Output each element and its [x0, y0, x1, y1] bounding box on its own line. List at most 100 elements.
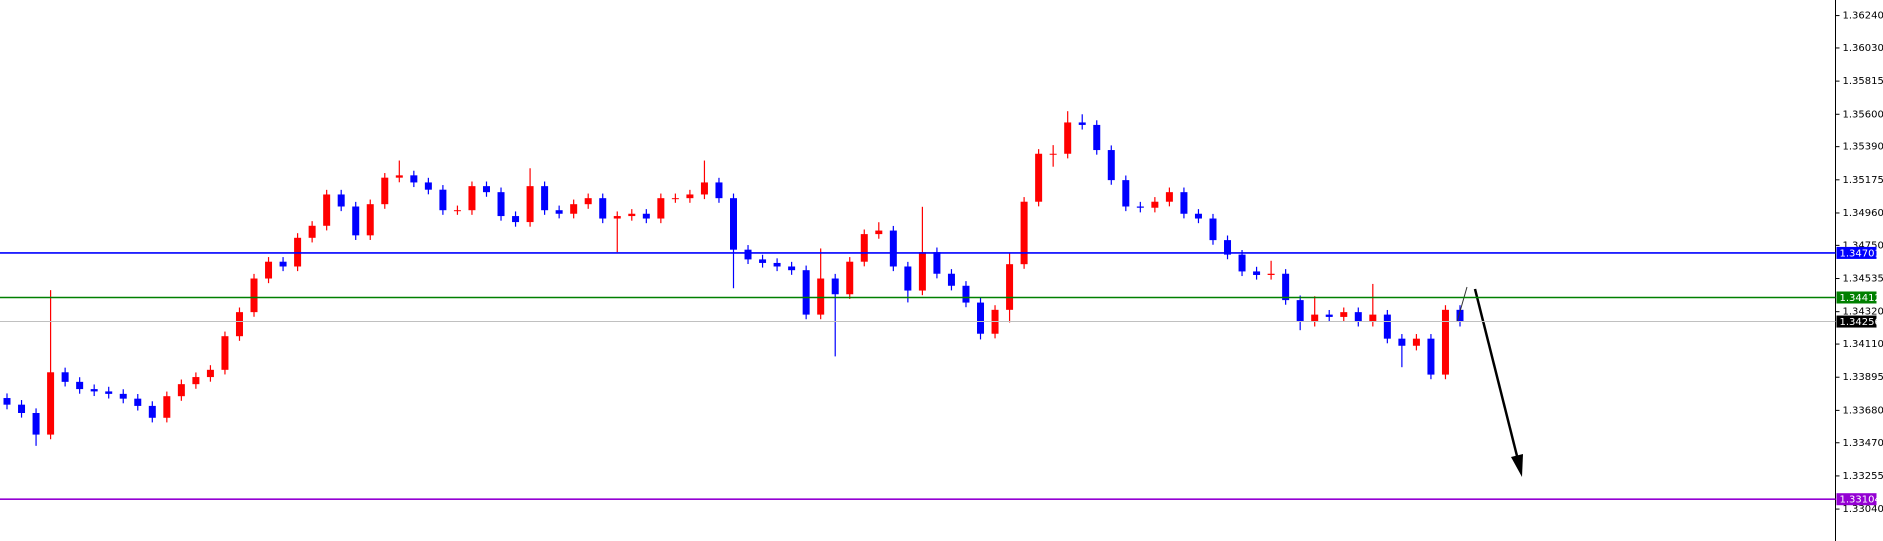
- candle-body: [962, 285, 970, 303]
- candle-body: [1165, 192, 1173, 202]
- candle-body: [1049, 153, 1057, 155]
- candle-body: [177, 384, 185, 397]
- candle-body: [1238, 254, 1246, 272]
- candle-body: [1325, 314, 1333, 317]
- candle-body: [1078, 122, 1086, 125]
- candle-body: [1064, 122, 1072, 154]
- candle-body: [1441, 309, 1449, 375]
- level-label: 1.34701: [1840, 248, 1881, 259]
- candle-body: [1427, 338, 1435, 375]
- candle-body: [933, 252, 941, 274]
- candle-body: [323, 194, 331, 226]
- candle-body: [657, 198, 665, 219]
- candle-body: [105, 391, 113, 394]
- candle-body: [482, 186, 490, 193]
- candle-body: [570, 204, 578, 214]
- candle-body: [541, 186, 549, 211]
- candle-body: [671, 198, 679, 200]
- candle-body: [1107, 150, 1115, 181]
- candle-body: [221, 336, 229, 370]
- candle-body: [337, 194, 345, 207]
- candle-body: [817, 278, 825, 315]
- candle-body: [555, 210, 563, 214]
- y-tick-label: 1.35390: [1843, 142, 1883, 153]
- candle-body: [90, 389, 98, 392]
- candle-body: [497, 192, 505, 217]
- y-tick-label: 1.34535: [1843, 274, 1883, 285]
- candle-body: [235, 312, 243, 337]
- y-tick-label: 1.35175: [1843, 175, 1883, 186]
- candle-body: [1180, 192, 1188, 214]
- y-tick-label: 1.34750: [1843, 240, 1883, 251]
- candle-body: [1136, 206, 1144, 208]
- candle-body: [904, 266, 912, 291]
- candle-body: [468, 186, 476, 211]
- candle-body: [119, 393, 127, 399]
- candle-body: [1194, 213, 1202, 219]
- candle-body: [1456, 309, 1464, 322]
- candle-body: [918, 252, 926, 291]
- candle-body: [744, 249, 752, 260]
- level-label-box: [1836, 493, 1877, 506]
- candle-body: [846, 261, 854, 295]
- candle-body: [1006, 264, 1014, 310]
- y-tick-label: 1.33255: [1843, 471, 1883, 482]
- candle-body: [1282, 273, 1290, 301]
- candle-body: [1369, 314, 1377, 322]
- candle-body: [1035, 153, 1043, 202]
- candle-body: [366, 204, 374, 236]
- candle-body: [192, 377, 200, 385]
- candle-body: [730, 198, 737, 250]
- candle-body: [3, 398, 11, 405]
- forecast-annotation: [1456, 286, 1523, 477]
- y-tick-label: 1.34110: [1843, 339, 1883, 350]
- candle-body: [453, 210, 461, 212]
- candle-body: [1209, 218, 1217, 241]
- forecast-arrow: [1473, 288, 1519, 457]
- candle-body: [584, 198, 592, 205]
- y-tick-label: 1.34320: [1843, 307, 1883, 318]
- candle-body: [1412, 338, 1420, 346]
- candle-body: [61, 372, 69, 382]
- candle-body: [715, 182, 723, 199]
- y-tick-label: 1.33040: [1843, 504, 1883, 515]
- candle-body: [759, 259, 767, 263]
- candle-body: [700, 182, 708, 195]
- y-tick-label: 1.33895: [1843, 372, 1883, 383]
- candle-body: [1311, 314, 1319, 322]
- candle-body: [1093, 124, 1101, 151]
- candle-body: [773, 262, 781, 267]
- candle-body: [831, 278, 839, 295]
- candle-body: [424, 182, 432, 190]
- candle-body: [599, 198, 607, 219]
- candle-body: [163, 396, 171, 418]
- annotation-line: [1456, 286, 1468, 323]
- candle-body: [875, 230, 883, 235]
- y-tick-label: 1.36240: [1843, 11, 1883, 22]
- candle-body: [788, 266, 796, 271]
- candle-body: [308, 225, 316, 238]
- y-tick-label: 1.36030: [1843, 43, 1883, 54]
- y-tick-label: 1.35815: [1843, 76, 1883, 87]
- candle-body: [47, 372, 55, 435]
- level-label-box: [1836, 291, 1877, 304]
- candle-body: [1122, 180, 1130, 207]
- candle-body: [439, 189, 447, 211]
- candle-body: [1151, 201, 1159, 208]
- candle-body: [686, 194, 694, 199]
- candle-body: [860, 234, 868, 262]
- y-tick-label: 1.33680: [1843, 405, 1883, 416]
- candle-body: [206, 369, 214, 378]
- candle-body: [526, 186, 534, 223]
- candle-body: [1296, 300, 1304, 322]
- candle-body: [947, 273, 955, 286]
- candle-body: [381, 177, 389, 205]
- candle-body: [977, 302, 985, 334]
- candle-body: [1340, 312, 1348, 317]
- candle-body: [279, 261, 287, 267]
- candle-body: [18, 404, 26, 413]
- level-label-box: [1836, 246, 1877, 259]
- candle-body: [76, 381, 84, 390]
